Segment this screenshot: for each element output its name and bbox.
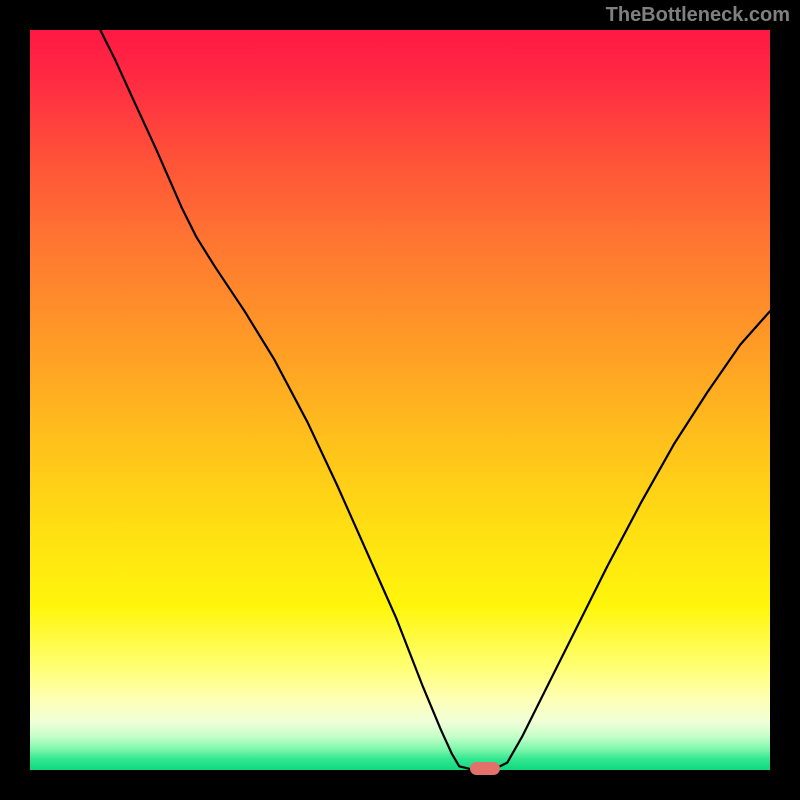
plot-area bbox=[30, 30, 770, 770]
optimum-marker bbox=[470, 762, 500, 775]
curve-path bbox=[100, 30, 770, 770]
watermark-text: TheBottleneck.com bbox=[606, 4, 790, 27]
bottleneck-curve bbox=[30, 30, 770, 770]
